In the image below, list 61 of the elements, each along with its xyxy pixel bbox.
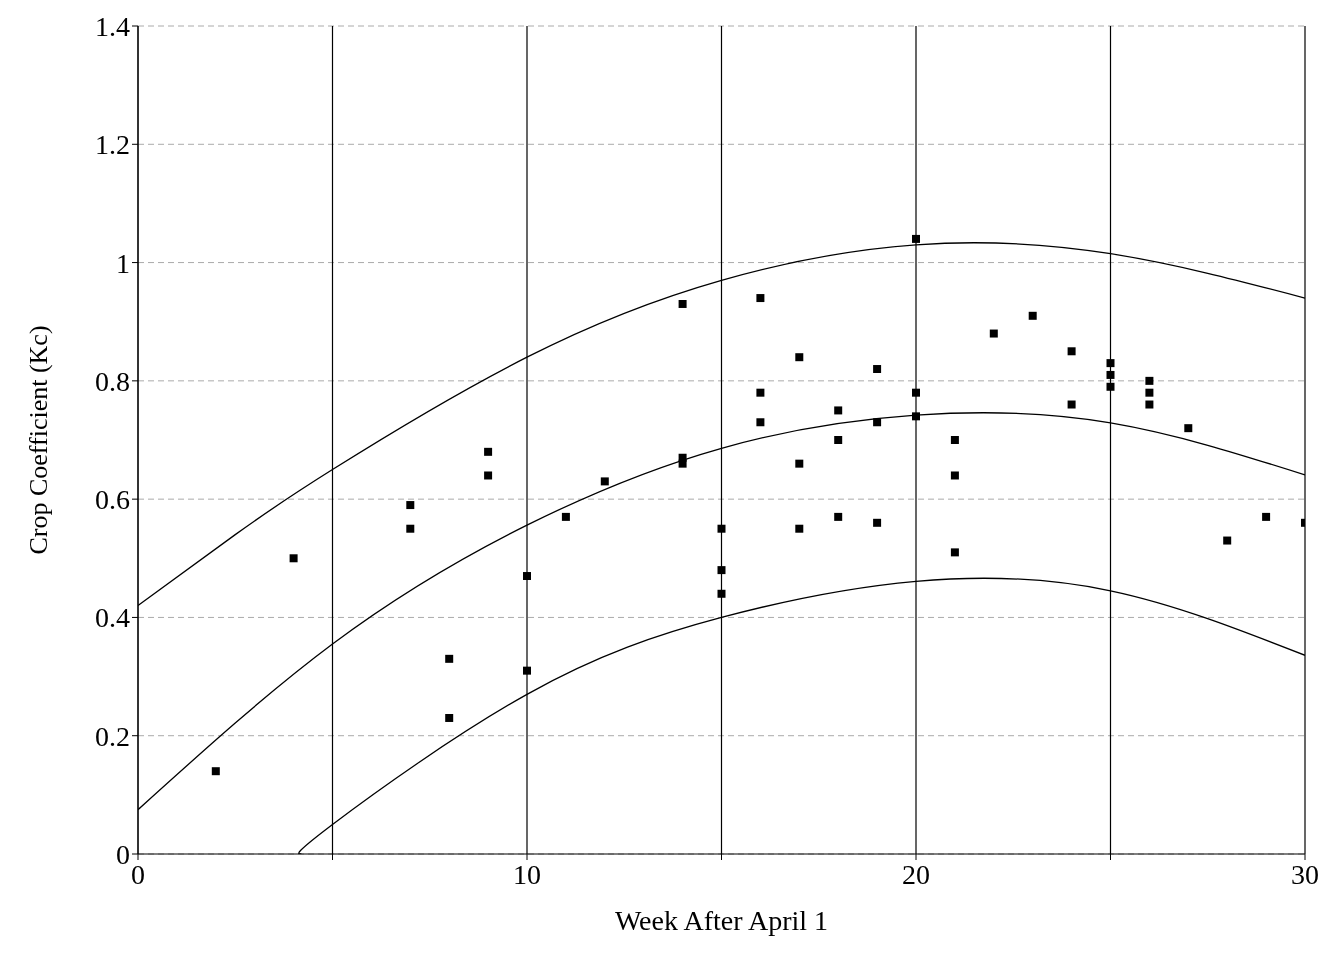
point <box>406 501 415 510</box>
point <box>795 353 804 362</box>
point <box>717 589 726 598</box>
point <box>873 518 882 527</box>
point <box>756 294 765 303</box>
point <box>523 666 531 675</box>
point <box>484 447 493 456</box>
point <box>834 512 843 521</box>
y-tick-label: 1.2 <box>95 129 130 161</box>
point <box>795 524 804 533</box>
y-axis-title: Crop Coefficient (Kc) <box>24 325 54 555</box>
point <box>912 234 920 243</box>
point <box>561 512 570 521</box>
point <box>950 436 959 444</box>
point <box>1067 347 1076 356</box>
point <box>1106 359 1115 368</box>
point <box>717 524 726 533</box>
point <box>950 548 959 557</box>
point <box>1184 424 1193 433</box>
point <box>1028 311 1037 320</box>
point <box>950 471 959 480</box>
point <box>912 388 920 397</box>
point <box>523 572 531 581</box>
point <box>289 554 298 563</box>
x-tick-label: 30 <box>1291 858 1319 890</box>
point <box>678 459 687 468</box>
point <box>211 767 220 776</box>
point <box>717 566 726 575</box>
x-axis-title: Week After April 1 <box>614 905 829 936</box>
point <box>1145 400 1154 409</box>
point <box>1106 382 1115 391</box>
point <box>1145 388 1154 397</box>
point <box>1106 370 1115 379</box>
point <box>445 654 454 663</box>
point <box>834 436 843 444</box>
point <box>406 524 415 533</box>
y-tick-label: 0 <box>116 838 130 870</box>
y-tick-label: 0.6 <box>95 484 130 516</box>
y-tick-label: 0.2 <box>95 720 130 752</box>
point <box>756 388 765 397</box>
point <box>756 418 765 427</box>
point <box>912 412 920 421</box>
x-tick-label: 20 <box>902 858 930 890</box>
y-tick-label: 0.8 <box>95 365 130 397</box>
point <box>1223 536 1232 545</box>
point <box>873 418 882 427</box>
x-tick-label: 10 <box>513 858 541 890</box>
point <box>1145 376 1154 385</box>
point <box>484 471 493 480</box>
point <box>795 459 804 468</box>
y-tick-label: 1.4 <box>95 10 130 42</box>
point <box>873 365 882 374</box>
point <box>989 329 998 338</box>
point <box>1067 400 1076 409</box>
y-tick-label: 1 <box>116 247 130 279</box>
y-tick-label: 0.4 <box>95 602 130 634</box>
point <box>834 406 843 415</box>
point <box>600 477 609 486</box>
point <box>1262 512 1271 521</box>
point <box>445 713 454 722</box>
point <box>678 299 687 308</box>
